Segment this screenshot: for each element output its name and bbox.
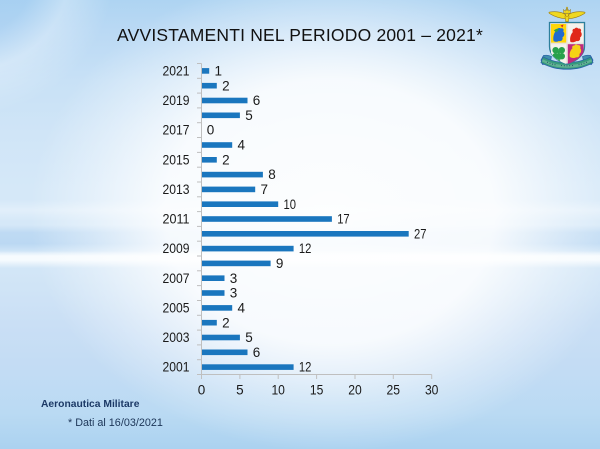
- svg-text:5: 5: [245, 108, 253, 123]
- svg-text:2019: 2019: [163, 93, 190, 108]
- svg-text:9: 9: [276, 256, 284, 271]
- svg-text:2003: 2003: [163, 330, 190, 345]
- svg-text:2009: 2009: [163, 241, 190, 256]
- svg-text:12: 12: [299, 360, 312, 375]
- svg-text:4: 4: [238, 138, 246, 153]
- svg-text:2007: 2007: [163, 271, 190, 286]
- svg-text:2013: 2013: [163, 182, 190, 197]
- svg-text:6: 6: [253, 345, 261, 360]
- svg-text:17: 17: [337, 212, 350, 227]
- svg-text:5: 5: [236, 383, 244, 398]
- svg-text:12: 12: [299, 241, 312, 256]
- svg-text:3: 3: [230, 271, 238, 286]
- svg-text:5: 5: [245, 330, 253, 345]
- svg-text:25: 25: [387, 383, 401, 398]
- svg-text:2: 2: [222, 152, 230, 167]
- svg-text:4: 4: [238, 301, 246, 316]
- svg-text:2021: 2021: [163, 64, 190, 79]
- svg-text:7: 7: [261, 182, 269, 197]
- svg-text:10: 10: [284, 197, 297, 212]
- svg-text:2: 2: [222, 315, 230, 330]
- svg-text:2001: 2001: [163, 360, 190, 375]
- svg-text:2011: 2011: [163, 212, 190, 227]
- svg-text:2017: 2017: [163, 123, 190, 138]
- svg-text:10: 10: [271, 383, 285, 398]
- svg-text:0: 0: [207, 123, 215, 138]
- svg-text:8: 8: [268, 167, 276, 182]
- svg-text:30: 30: [425, 383, 439, 398]
- svg-text:27: 27: [414, 226, 427, 241]
- svg-text:2005: 2005: [163, 301, 190, 316]
- svg-text:6: 6: [253, 93, 261, 108]
- svg-text:2: 2: [222, 78, 230, 93]
- svg-text:15: 15: [310, 383, 324, 398]
- svg-text:20: 20: [348, 383, 362, 398]
- svg-text:2015: 2015: [163, 152, 190, 167]
- svg-text:3: 3: [230, 286, 238, 301]
- svg-text:0: 0: [198, 383, 206, 398]
- svg-text:1: 1: [215, 64, 223, 79]
